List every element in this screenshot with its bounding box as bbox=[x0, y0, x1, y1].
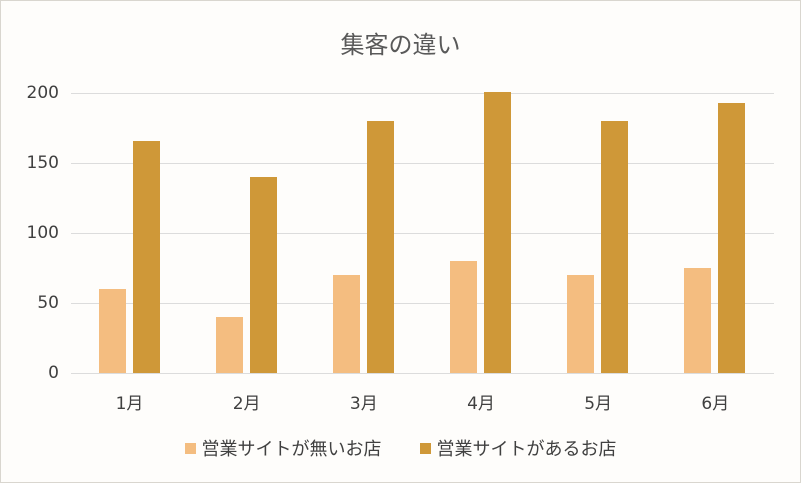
y-tick-label: 100 bbox=[26, 223, 59, 243]
gridline bbox=[71, 93, 774, 94]
y-tick-label: 50 bbox=[37, 293, 59, 313]
x-tick-label: 5月 bbox=[584, 394, 613, 414]
legend-item-with-site: 営業サイトがあるお店 bbox=[419, 435, 617, 461]
bar-with-site bbox=[718, 102, 746, 373]
gridline bbox=[71, 303, 774, 304]
bar-with-site bbox=[366, 121, 394, 373]
legend-label: 営業サイトがあるお店 bbox=[436, 439, 617, 460]
gridline bbox=[71, 163, 774, 164]
bar-with-site bbox=[601, 121, 629, 373]
chart-title: 集客の違い bbox=[340, 31, 461, 59]
x-tick-label: 1月 bbox=[115, 394, 144, 414]
legend-label: 営業サイトが無いお店 bbox=[201, 439, 382, 460]
gridline bbox=[71, 373, 774, 374]
bar-without-site bbox=[332, 275, 360, 373]
x-tick-label: 2月 bbox=[232, 394, 261, 414]
bar-without-site bbox=[684, 268, 712, 373]
x-tick-label: 4月 bbox=[467, 394, 495, 414]
y-tick-label: 150 bbox=[26, 153, 59, 173]
legend-swatch-icon bbox=[184, 442, 196, 454]
bar-without-site bbox=[98, 289, 126, 373]
bar-without-site bbox=[215, 317, 243, 373]
legend: 営業サイトが無いお店 営業サイトがあるお店 bbox=[1, 435, 800, 461]
y-tick-label: 200 bbox=[26, 83, 59, 103]
bar-with-site bbox=[249, 177, 277, 373]
x-tick-label: 3月 bbox=[349, 394, 378, 414]
plot-area bbox=[71, 91, 774, 374]
bar-without-site bbox=[567, 275, 595, 373]
x-tick-label: 6月 bbox=[701, 394, 730, 414]
legend-swatch-icon bbox=[419, 442, 431, 454]
y-tick-label: 0 bbox=[48, 363, 59, 383]
y-axis: 0 50 100 150 200 bbox=[1, 83, 71, 383]
gridline bbox=[71, 233, 774, 234]
legend-item-without-site: 営業サイトが無いお店 bbox=[184, 435, 382, 461]
bar-with-site bbox=[484, 91, 512, 373]
bar-without-site bbox=[450, 261, 478, 373]
x-axis: 1月 2月 3月 4月 5月 6月 bbox=[71, 389, 774, 414]
bar-with-site bbox=[132, 140, 160, 373]
